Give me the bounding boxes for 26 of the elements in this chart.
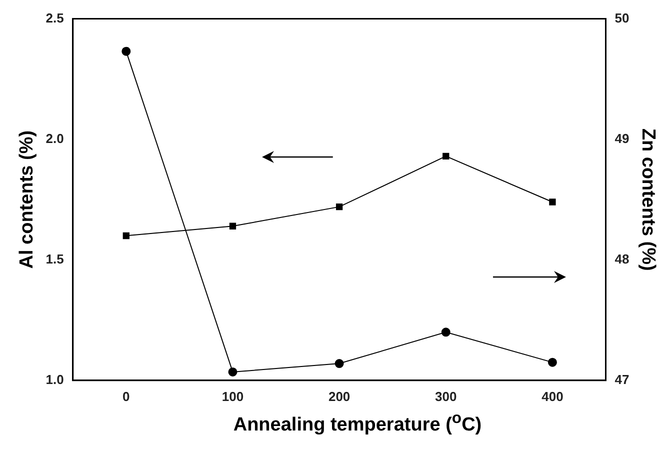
y2-tick-label: 47 <box>614 372 630 387</box>
x-tick-label: 400 <box>542 388 564 404</box>
x-axis-title: Annealing temperature ($^{o}$C) <box>232 410 483 436</box>
point <box>122 232 130 240</box>
y-tick-label: 1.5 <box>46 251 64 266</box>
x-tick-label: 100 <box>222 388 244 404</box>
y2-tick-label: 49 <box>614 130 630 146</box>
point <box>229 222 236 230</box>
x-tick-label: 300 <box>435 388 457 404</box>
point <box>548 358 557 367</box>
point <box>336 204 343 210</box>
point <box>549 198 556 206</box>
y-tick-label: 2.0 <box>46 130 64 146</box>
point <box>441 328 450 337</box>
y-tick-label: 1.0 <box>46 372 64 387</box>
point <box>442 152 450 160</box>
x-tick-label: 0 <box>122 388 130 404</box>
point <box>122 46 131 56</box>
y2-tick-label: 50 <box>614 10 630 26</box>
point <box>334 359 344 368</box>
point <box>228 367 238 376</box>
x-tick-label: 200 <box>328 388 350 404</box>
y2-tick-label: 48 <box>614 251 630 266</box>
y-tick-label: 2.5 <box>46 10 64 26</box>
y-axis-title: Al contents (%) <box>16 130 38 269</box>
y2-axis-title: Zn contents (%) <box>637 128 658 271</box>
